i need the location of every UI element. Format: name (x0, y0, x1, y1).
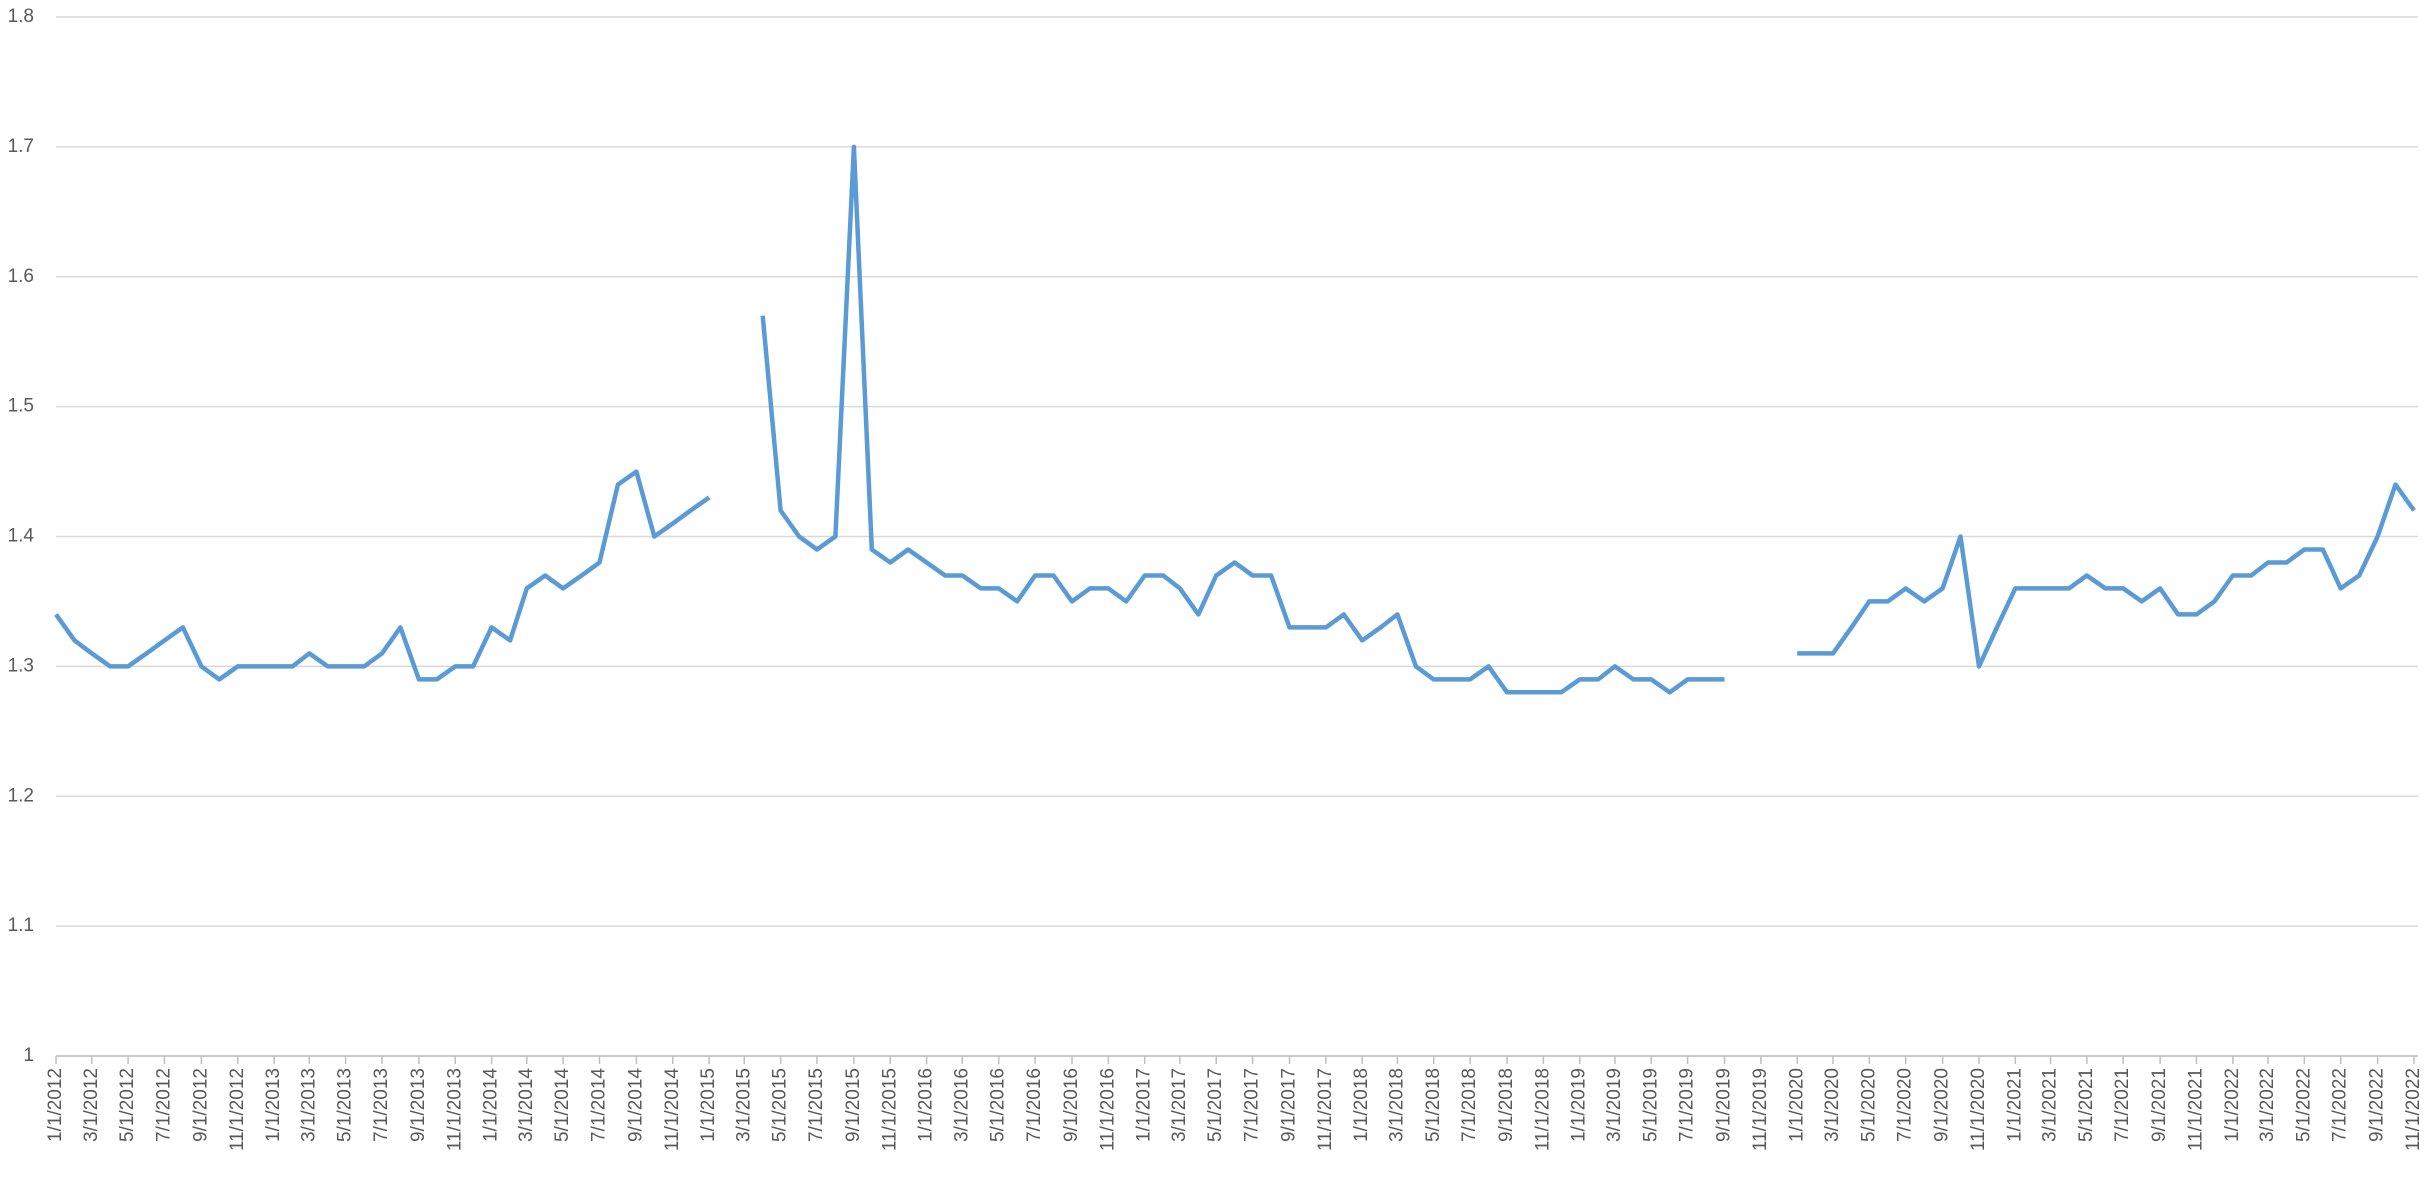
x-tick-label: 3/1/2019 (1604, 1068, 1625, 1142)
x-tick-label: 1/1/2014 (481, 1068, 502, 1142)
x-tick-label: 1/1/2018 (1351, 1068, 1372, 1142)
x-tick-label: 11/1/2021 (2186, 1068, 2207, 1151)
x-tick-label: 1/1/2019 (1569, 1068, 1590, 1142)
x-tick-label: 5/1/2014 (552, 1068, 573, 1142)
x-tick-label: 3/1/2015 (733, 1068, 754, 1142)
x-tick-label: 7/1/2022 (2330, 1068, 2351, 1142)
x-tick-label: 5/1/2016 (988, 1068, 1009, 1142)
x-tick-label: 11/1/2017 (1315, 1068, 1336, 1151)
x-tick-label: 5/1/2013 (335, 1068, 356, 1142)
x-tick-label: 1/1/2022 (2222, 1068, 2243, 1142)
x-tick-label: 5/1/2018 (1423, 1068, 1444, 1142)
x-tick-label: 1/1/2012 (45, 1068, 66, 1142)
x-tick-label: 3/1/2020 (1822, 1068, 1843, 1142)
x-tick-label: 7/1/2017 (1242, 1068, 1263, 1142)
x-tick-label: 5/1/2019 (1640, 1068, 1661, 1142)
x-tick-label: 3/1/2021 (2040, 1068, 2061, 1142)
y-tick-label: 1.4 (8, 526, 35, 547)
data-line (54, 144, 2416, 695)
x-tick-label: 3/1/2013 (298, 1068, 319, 1142)
x-tick-label: 1/1/2013 (263, 1068, 284, 1142)
x-tick-label: 7/1/2020 (1895, 1068, 1916, 1142)
x-tick-label: 7/1/2019 (1677, 1068, 1698, 1142)
x-tick-label: 9/1/2014 (625, 1068, 646, 1142)
x-tick-label: 9/1/2019 (1714, 1068, 1735, 1142)
x-tick-label: 9/1/2020 (1932, 1068, 1953, 1142)
x-tick-label: 7/1/2018 (1459, 1068, 1480, 1142)
y-tick-label: 1.1 (8, 915, 34, 936)
x-tick-label: 5/1/2021 (2076, 1068, 2097, 1142)
x-tick-label: 3/1/2017 (1169, 1068, 1190, 1142)
x-tick-label: 11/1/2016 (1097, 1068, 1118, 1151)
x-tick-label: 9/1/2021 (2149, 1068, 2170, 1142)
y-tick-label: 1.7 (8, 136, 34, 157)
x-tick-label: 7/1/2016 (1024, 1068, 1045, 1142)
x-tick-label: 9/1/2013 (408, 1068, 429, 1142)
x-tick-label: 9/1/2017 (1279, 1068, 1300, 1142)
y-tick-label: 1.8 (8, 6, 34, 27)
x-tick-label: 7/1/2021 (2112, 1068, 2133, 1142)
x-tick-label: 1/1/2017 (1134, 1068, 1155, 1142)
x-tick-label: 7/1/2012 (153, 1068, 174, 1142)
x-tick-label: 9/1/2015 (843, 1068, 864, 1142)
x-tick-label: 11/1/2014 (662, 1068, 683, 1152)
x-tick-label: 1/1/2015 (698, 1068, 719, 1142)
x-tick-label: 11/1/2019 (1750, 1068, 1771, 1151)
x-tick-label: 7/1/2015 (806, 1068, 827, 1142)
x-tick-label: 9/1/2022 (2367, 1068, 2388, 1142)
x-tick-label: 3/1/2012 (81, 1068, 102, 1142)
x-tick-label: 5/1/2020 (1858, 1068, 1879, 1142)
x-tick-label: 1/1/2021 (2004, 1068, 2025, 1142)
x-tick-label: 11/1/2020 (1968, 1068, 1989, 1151)
x-tick-label: 5/1/2015 (770, 1068, 791, 1142)
x-tick-label: 3/1/2018 (1386, 1068, 1407, 1142)
x-tick-label: 11/1/2018 (1532, 1068, 1553, 1151)
x-tick-label: 9/1/2016 (1061, 1068, 1082, 1142)
y-tick-label: 1.2 (8, 785, 34, 806)
x-tick-label: 9/1/2018 (1496, 1068, 1517, 1142)
x-tick-label: 7/1/2014 (588, 1068, 609, 1142)
x-tick-label: 11/1/2012 (227, 1068, 248, 1151)
x-tick-label: 9/1/2012 (190, 1068, 211, 1142)
y-tick-label: 1 (23, 1045, 34, 1066)
x-tick-label: 1/1/2020 (1786, 1068, 1807, 1142)
x-tick-label: 11/1/2015 (879, 1068, 900, 1151)
x-tick-label: 3/1/2022 (2257, 1068, 2278, 1142)
y-tick-label: 1.6 (8, 266, 34, 287)
x-tick-label: 5/1/2022 (2293, 1068, 2314, 1142)
x-tick-label: 3/1/2016 (951, 1068, 972, 1142)
x-tick-label: 11/1/2022 (2403, 1068, 2424, 1151)
x-tick-label: 7/1/2013 (371, 1068, 392, 1142)
y-tick-label: 1.3 (8, 655, 34, 676)
y-tick-label: 1.5 (8, 396, 34, 417)
x-tick-label: 5/1/2012 (117, 1068, 138, 1142)
x-tick-label: 1/1/2016 (916, 1068, 937, 1142)
x-tick-label: 11/1/2013 (444, 1068, 465, 1151)
x-tick-label: 3/1/2014 (516, 1068, 537, 1142)
x-tick-label: 5/1/2017 (1205, 1068, 1226, 1142)
